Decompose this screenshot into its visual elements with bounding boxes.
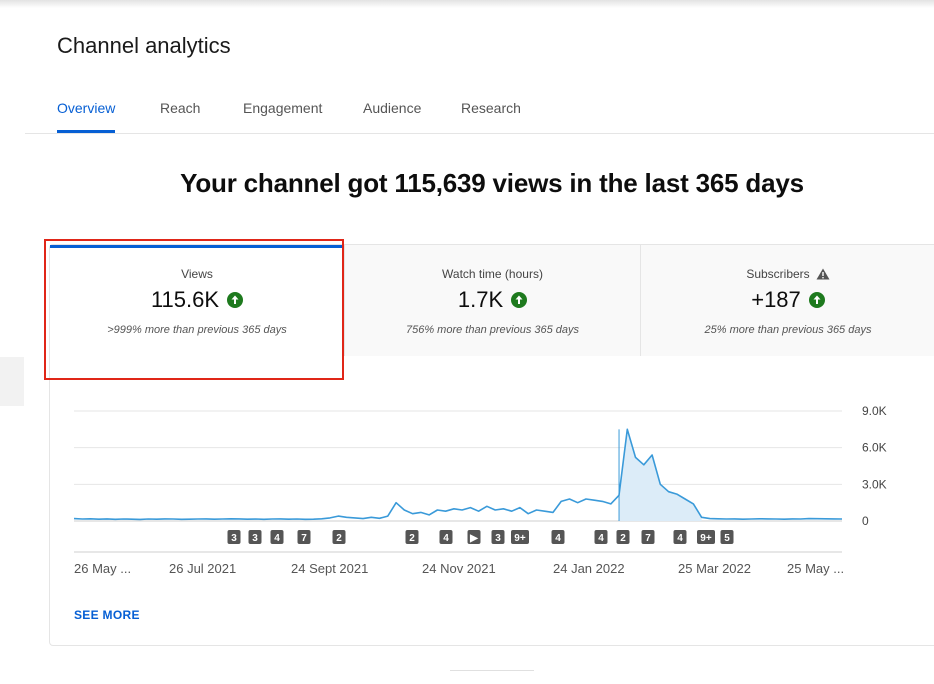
annotation-marker-label: 4 xyxy=(677,533,683,544)
bottom-divider xyxy=(450,670,534,671)
annotation-marker-label: 4 xyxy=(274,533,280,544)
x-tick-label: 24 Nov 2021 xyxy=(422,561,496,576)
active-metric-bar xyxy=(50,245,344,248)
tab-audience[interactable]: Audience xyxy=(363,100,422,116)
annotation-marker-label: 4 xyxy=(443,533,449,544)
tab-research[interactable]: Research xyxy=(461,100,521,116)
annotation-marker xyxy=(439,530,453,544)
metric-card-watch-time[interactable]: Watch time (hours) 1.7K 756% more than p… xyxy=(344,245,640,356)
annotation-marker xyxy=(297,530,311,544)
x-tick-label: 25 Mar 2022 xyxy=(678,561,751,576)
annotation-marker xyxy=(270,530,284,544)
annotation-marker-label: 3 xyxy=(252,533,258,544)
annotation-marker-label: 2 xyxy=(409,533,415,544)
x-tick-label: 26 May ... xyxy=(74,561,131,576)
annotation-marker xyxy=(491,530,505,544)
metric-value: 1.7K xyxy=(457,287,504,312)
metric-comparison: 25% more than previous 365 days xyxy=(704,324,872,336)
see-more-link[interactable]: SEE MORE xyxy=(74,608,140,622)
tab-engagement[interactable]: Engagement xyxy=(243,100,323,116)
annotation-marker xyxy=(720,530,734,544)
y-tick-label: 3.0K xyxy=(862,477,887,491)
x-tick-label: 24 Sept 2021 xyxy=(291,561,368,576)
y-tick-label: 6.0K xyxy=(862,441,887,455)
arrow-up-icon xyxy=(227,292,244,308)
x-tick-label: 25 May ... xyxy=(787,561,844,576)
annotation-marker xyxy=(511,530,529,544)
metric-comparison: 756% more than previous 365 days xyxy=(405,324,580,336)
annotation-marker xyxy=(248,530,262,544)
annotation-marker-label: 2 xyxy=(620,533,626,544)
annotation-marker-label: 3 xyxy=(495,533,501,544)
metric-card-subscribers[interactable]: Subscribers +187 25% more than previous … xyxy=(640,245,934,356)
annotation-marker-label: 3 xyxy=(231,533,237,544)
annotation-marker xyxy=(616,530,630,544)
metric-label: Subscribers xyxy=(746,267,810,281)
annotation-marker xyxy=(673,530,687,544)
annotation-marker xyxy=(641,530,655,544)
tab-bar: Overview Reach Engagement Audience Resea… xyxy=(25,94,934,134)
annotation-marker xyxy=(551,530,565,544)
metric-value: 115.6K xyxy=(150,287,220,312)
annotation-marker xyxy=(697,530,715,544)
warning-icon[interactable] xyxy=(816,268,830,283)
left-panel-stub xyxy=(0,357,24,406)
annotation-marker-label: 7 xyxy=(301,533,307,544)
annotation-marker xyxy=(405,530,419,544)
series-line xyxy=(73,428,843,521)
annotation-marker-label: 9+ xyxy=(514,533,526,544)
tab-overview[interactable]: Overview xyxy=(57,100,116,116)
x-tick-label: 24 Jan 2022 xyxy=(553,561,625,576)
annotation-marker-label: ▶ xyxy=(469,533,479,544)
active-tab-indicator xyxy=(57,130,115,133)
headline: Your channel got 115,639 views in the la… xyxy=(180,168,804,198)
page-title: Channel analytics xyxy=(57,33,231,58)
metric-label: Watch time (hours) xyxy=(442,267,543,281)
x-tick-label: 26 Jul 2021 xyxy=(169,561,236,576)
y-tick-label: 9.0K xyxy=(862,404,887,418)
annotation-marker-label: 5 xyxy=(724,533,730,544)
annotation-marker xyxy=(594,530,608,544)
highlight-area xyxy=(619,429,702,521)
arrow-up-icon xyxy=(808,292,825,308)
annotation-marker xyxy=(467,530,481,544)
metric-label-row: Subscribers xyxy=(641,267,934,283)
analytics-card: Views 115.6K >999% more than previous 36… xyxy=(49,244,934,646)
metric-card-views[interactable]: Views 115.6K >999% more than previous 36… xyxy=(50,245,344,356)
metric-label: Views xyxy=(181,267,213,281)
annotation-marker-label: 2 xyxy=(336,533,342,544)
top-shadow xyxy=(0,0,934,8)
annotation-marker xyxy=(227,530,241,544)
tab-reach[interactable]: Reach xyxy=(160,100,201,116)
annotation-marker-label: 4 xyxy=(598,533,604,544)
annotation-marker-label: 7 xyxy=(645,533,651,544)
y-tick-label: 0 xyxy=(862,514,869,528)
annotation-marker xyxy=(332,530,346,544)
annotation-marker-label: 4 xyxy=(555,533,561,544)
arrow-up-icon xyxy=(511,292,528,308)
metric-value: +187 xyxy=(751,287,801,312)
annotation-marker-label: 9+ xyxy=(700,533,712,544)
metric-comparison: >999% more than previous 365 days xyxy=(107,324,287,336)
